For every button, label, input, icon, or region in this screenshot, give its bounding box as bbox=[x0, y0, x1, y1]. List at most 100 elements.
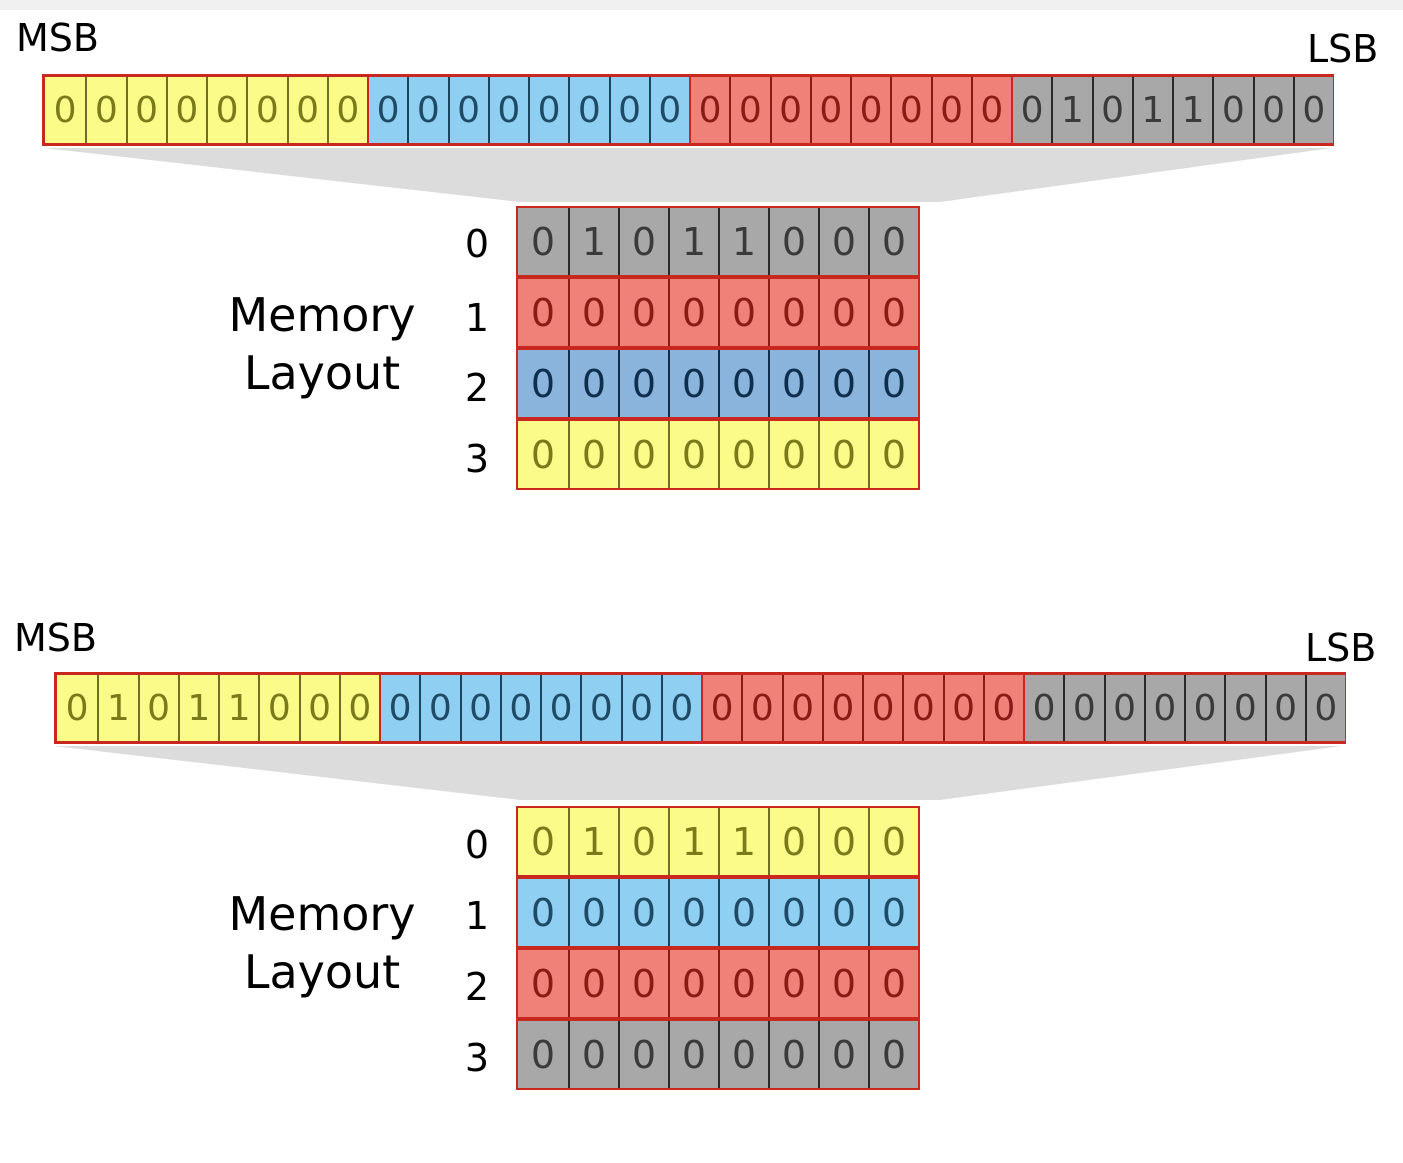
bit-cell: 0 bbox=[769, 77, 810, 143]
bit-cell: 0 bbox=[868, 879, 918, 946]
bit-cell: 0 bbox=[85, 77, 125, 143]
bit-cell: 0 bbox=[499, 675, 540, 741]
memory-layout-title: Memory Layout bbox=[228, 887, 416, 999]
bit-cell: 0 bbox=[258, 675, 298, 741]
bit-cell: 0 bbox=[821, 675, 862, 741]
bit-cell: 0 bbox=[1252, 77, 1293, 143]
bit-cell: 0 bbox=[530, 961, 556, 1006]
bit-cell: 0 bbox=[407, 77, 447, 143]
bit-cell: 0 bbox=[668, 950, 718, 1017]
top-strip bbox=[0, 0, 1403, 10]
bit-cell: 0 bbox=[890, 77, 930, 143]
bit-cell: 0 bbox=[530, 890, 556, 935]
bit-cell: 0 bbox=[568, 950, 618, 1017]
bit-cell: 1 bbox=[1131, 77, 1172, 143]
bit-cell: 0 bbox=[768, 950, 818, 1017]
bit-cell: 0 bbox=[608, 77, 649, 143]
bit-cell: 0 bbox=[668, 879, 718, 946]
bit-cell: 0 bbox=[809, 77, 850, 143]
bit-cell: 0 bbox=[125, 77, 166, 143]
bit-cell: 0 bbox=[868, 808, 918, 875]
bit-cell: 0 bbox=[982, 675, 1023, 741]
bit-cell: 1 bbox=[1051, 77, 1091, 143]
bit-cell: 0 bbox=[1304, 675, 1345, 741]
bit-cell: 0 bbox=[165, 77, 206, 143]
bit-cell: 0 bbox=[660, 675, 701, 741]
bit-cell: 0 bbox=[367, 77, 407, 143]
bit-cell: 0 bbox=[1264, 675, 1305, 741]
bit-cell: 0 bbox=[850, 77, 890, 143]
bit-cell: 0 bbox=[818, 279, 868, 346]
bit-cell: 0 bbox=[689, 77, 729, 143]
bit-cell: 0 bbox=[1184, 675, 1224, 741]
bit-cell: 0 bbox=[618, 950, 668, 1017]
row-index: 0 bbox=[464, 823, 490, 867]
bit-cell: 1 bbox=[668, 208, 718, 275]
bit-cell: 0 bbox=[65, 687, 89, 729]
bit-cell: 0 bbox=[718, 421, 768, 488]
bit-cell: 1 bbox=[568, 808, 618, 875]
bit-cell: 0 bbox=[618, 808, 668, 875]
bit-cell: 0 bbox=[868, 350, 918, 417]
bit-cell: 0 bbox=[781, 675, 822, 741]
bit-cell: 0 bbox=[868, 1021, 918, 1088]
bit-cell: 0 bbox=[1212, 77, 1252, 143]
bit-cell: 0 bbox=[568, 1021, 618, 1088]
row-index: 2 bbox=[464, 366, 490, 410]
bit-cell: 0 bbox=[1103, 675, 1144, 741]
bit-cell: 0 bbox=[768, 1021, 818, 1088]
bit-cell: 0 bbox=[970, 77, 1011, 143]
bit-cell: 1 bbox=[97, 675, 137, 741]
row-index: 1 bbox=[464, 296, 490, 340]
bit-cell: 0 bbox=[246, 77, 286, 143]
bit-cell: 0 bbox=[530, 219, 556, 264]
bit-cell: 0 bbox=[530, 432, 556, 477]
bit-cell: 0 bbox=[1023, 675, 1063, 741]
bit-cell: 0 bbox=[530, 1032, 556, 1077]
bit-cell: 0 bbox=[568, 350, 618, 417]
bit-cell: 0 bbox=[718, 950, 768, 1017]
row-index: 1 bbox=[464, 894, 490, 938]
bit-cell: 0 bbox=[620, 675, 661, 741]
bit-cell: 0 bbox=[718, 350, 768, 417]
bit-cell: 0 bbox=[53, 89, 77, 131]
bit-cell: 0 bbox=[487, 77, 528, 143]
bit-cell: 0 bbox=[741, 675, 781, 741]
bit-cell: 0 bbox=[648, 77, 689, 143]
bit-cell: 0 bbox=[862, 675, 902, 741]
bit-cell: 0 bbox=[298, 675, 339, 741]
bit-cell: 1 bbox=[1172, 77, 1212, 143]
bit-cell: 0 bbox=[701, 675, 741, 741]
bit-cell: 0 bbox=[718, 1021, 768, 1088]
bit-cell: 0 bbox=[618, 279, 668, 346]
bit-cell: 0 bbox=[447, 77, 488, 143]
bit-cell: 0 bbox=[718, 879, 768, 946]
bit-cell: 0 bbox=[868, 421, 918, 488]
bit-cell: 0 bbox=[326, 77, 367, 143]
row-index: 3 bbox=[464, 1036, 490, 1080]
bit-cell: 0 bbox=[668, 350, 718, 417]
bit-cell: 0 bbox=[668, 421, 718, 488]
bit-cell: 0 bbox=[902, 675, 942, 741]
msb-label: MSB bbox=[14, 616, 97, 660]
bit-cell: 1 bbox=[718, 208, 768, 275]
bit-cell: 0 bbox=[419, 675, 459, 741]
bit-cell: 0 bbox=[286, 77, 327, 143]
bit-cell: 0 bbox=[818, 1021, 868, 1088]
bit-cell: 0 bbox=[1091, 77, 1132, 143]
bit-cell: 1 bbox=[218, 675, 258, 741]
bit-cell: 1 bbox=[177, 675, 218, 741]
bit-cell: 0 bbox=[568, 77, 608, 143]
